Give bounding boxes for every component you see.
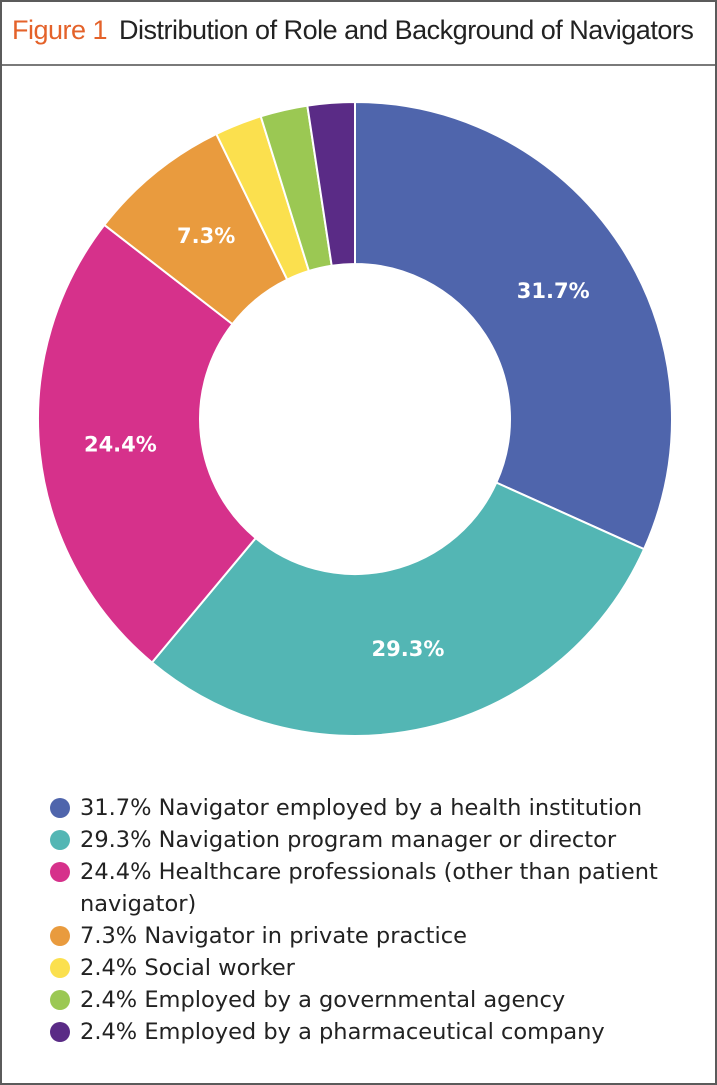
slice-label-4: 7.3% bbox=[177, 224, 235, 248]
legend-item: 2.4% Social worker bbox=[50, 952, 700, 984]
legend-swatch bbox=[50, 926, 70, 946]
donut-chart: 31.7% 29.3% 24.4% 7.3% bbox=[37, 100, 673, 737]
legend-item: 31.7% Navigator employed by a health ins… bbox=[50, 792, 700, 824]
legend-item: 2.4% Employed by a governmental agency bbox=[50, 984, 700, 1016]
legend-item: 2.4% Employed by a pharmaceutical compan… bbox=[50, 1016, 700, 1048]
legend-label: 2.4% Social worker bbox=[80, 955, 295, 981]
legend-item: 24.4% Healthcare professionals (other th… bbox=[50, 856, 700, 920]
legend-item: 29.3% Navigation program manager or dire… bbox=[50, 824, 700, 856]
legend-swatch bbox=[50, 958, 70, 978]
donut-slice-2 bbox=[150, 481, 646, 737]
chart-legend: 31.7% Navigator employed by a health ins… bbox=[50, 792, 700, 1048]
donut-slice-1 bbox=[354, 100, 673, 551]
legend-label: 24.4% Healthcare professionals (other th… bbox=[80, 859, 658, 917]
slice-label-3: 24.4% bbox=[84, 433, 157, 457]
legend-swatch bbox=[50, 830, 70, 850]
legend-swatch bbox=[50, 798, 70, 818]
slice-label-1: 31.7% bbox=[517, 279, 590, 303]
legend-item: 7.3% Navigator in private practice bbox=[50, 920, 700, 952]
legend-label: 29.3% Navigation program manager or dire… bbox=[80, 827, 617, 853]
legend-swatch bbox=[50, 1022, 70, 1042]
legend-label: 7.3% Navigator in private practice bbox=[80, 923, 467, 949]
legend-label: 31.7% Navigator employed by a health ins… bbox=[80, 795, 643, 821]
legend-swatch bbox=[50, 990, 70, 1010]
donut-slice-7 bbox=[306, 100, 356, 267]
legend-swatch bbox=[50, 862, 70, 882]
figure-header: Figure 1 Distribution of Role and Backgr… bbox=[2, 2, 715, 66]
figure-title: Distribution of Role and Background of N… bbox=[119, 15, 694, 45]
slice-label-2: 29.3% bbox=[372, 637, 445, 661]
figure-label: Figure 1 bbox=[12, 15, 108, 45]
donut-slice-3 bbox=[37, 223, 258, 664]
legend-label: 2.4% Employed by a governmental agency bbox=[80, 987, 566, 1013]
legend-label: 2.4% Employed by a pharmaceutical compan… bbox=[80, 1019, 605, 1045]
